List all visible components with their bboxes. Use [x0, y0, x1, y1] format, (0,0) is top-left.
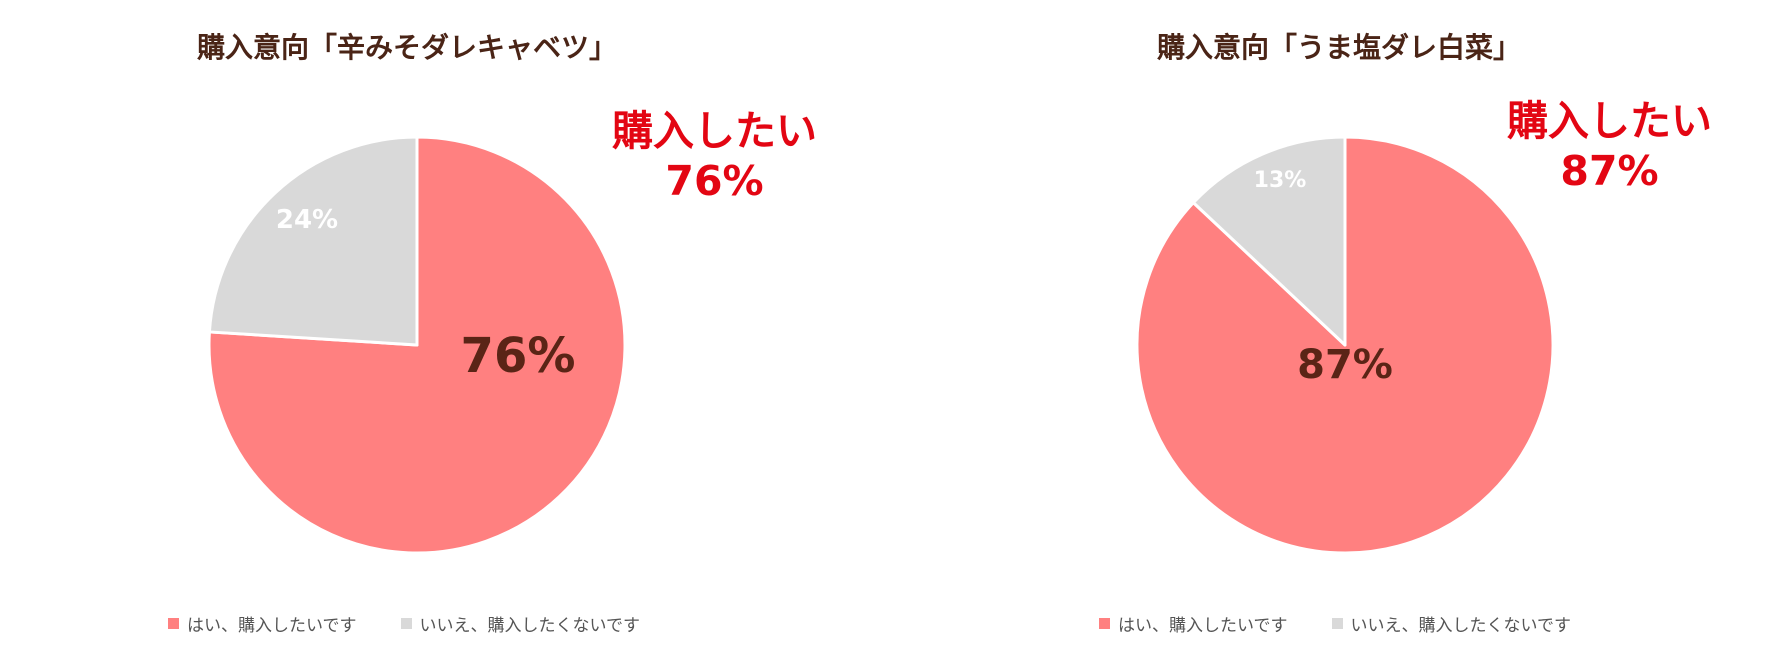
legend-item-no: いいえ、購入したくないです — [400, 611, 641, 636]
pie-slice-yes — [207, 135, 627, 555]
chart-panel-2: 購入意向「うま塩ダレ白菜」 87% 13% 購入したい 87% はい、購入したい… — [885, 0, 1765, 660]
data-label-no: 24% — [276, 205, 338, 235]
pie-slice-no — [207, 135, 419, 347]
data-label-yes: 76% — [461, 328, 576, 384]
legend: はい、購入したいです いいえ、購入したくないです — [1099, 611, 1615, 636]
legend-item-yes: はい、購入したいです — [1099, 611, 1288, 636]
legend-label-yes: はい、購入したいです — [1118, 616, 1288, 636]
legend: はい、購入したいです いいえ、購入したくないです — [168, 611, 684, 636]
legend-swatch-yes — [1099, 618, 1110, 629]
chart-title: 購入意向「辛みそダレキャベツ」 — [197, 31, 618, 64]
callout-text: 購入したい 76% — [612, 106, 817, 206]
legend-label-yes: はい、購入したいです — [187, 616, 357, 636]
data-label-no: 13% — [1254, 168, 1307, 193]
callout-line2: 87% — [1560, 147, 1659, 195]
callout-line1: 購入したい — [612, 107, 817, 155]
pie-slice-no — [1191, 135, 1347, 347]
callout-line2: 76% — [665, 157, 764, 205]
legend-label-no: いいえ、購入したくないです — [419, 616, 641, 636]
legend-swatch-yes — [168, 618, 179, 629]
callout-line1: 購入したい — [1507, 97, 1712, 145]
chart-title: 購入意向「うま塩ダレ白菜」 — [1157, 31, 1522, 64]
callout-text: 購入したい 87% — [1507, 96, 1712, 196]
legend-label-no: いいえ、購入したくないです — [1350, 616, 1572, 636]
pie-chart-2: 87% 13% — [1135, 135, 1555, 555]
data-label-yes: 87% — [1297, 342, 1393, 388]
pie-chart-1: 76% 24% — [207, 135, 627, 555]
legend-item-yes: はい、購入したいです — [168, 611, 357, 636]
legend-swatch-no — [400, 618, 412, 629]
legend-swatch-no — [1331, 618, 1343, 629]
pie-slice-yes — [1135, 135, 1555, 555]
legend-item-no: いいえ、購入したくないです — [1331, 611, 1572, 636]
chart-panel-1: 購入意向「辛みそダレキャベツ」 76% 24% 購入したい 76% はい、購入し… — [0, 0, 880, 660]
